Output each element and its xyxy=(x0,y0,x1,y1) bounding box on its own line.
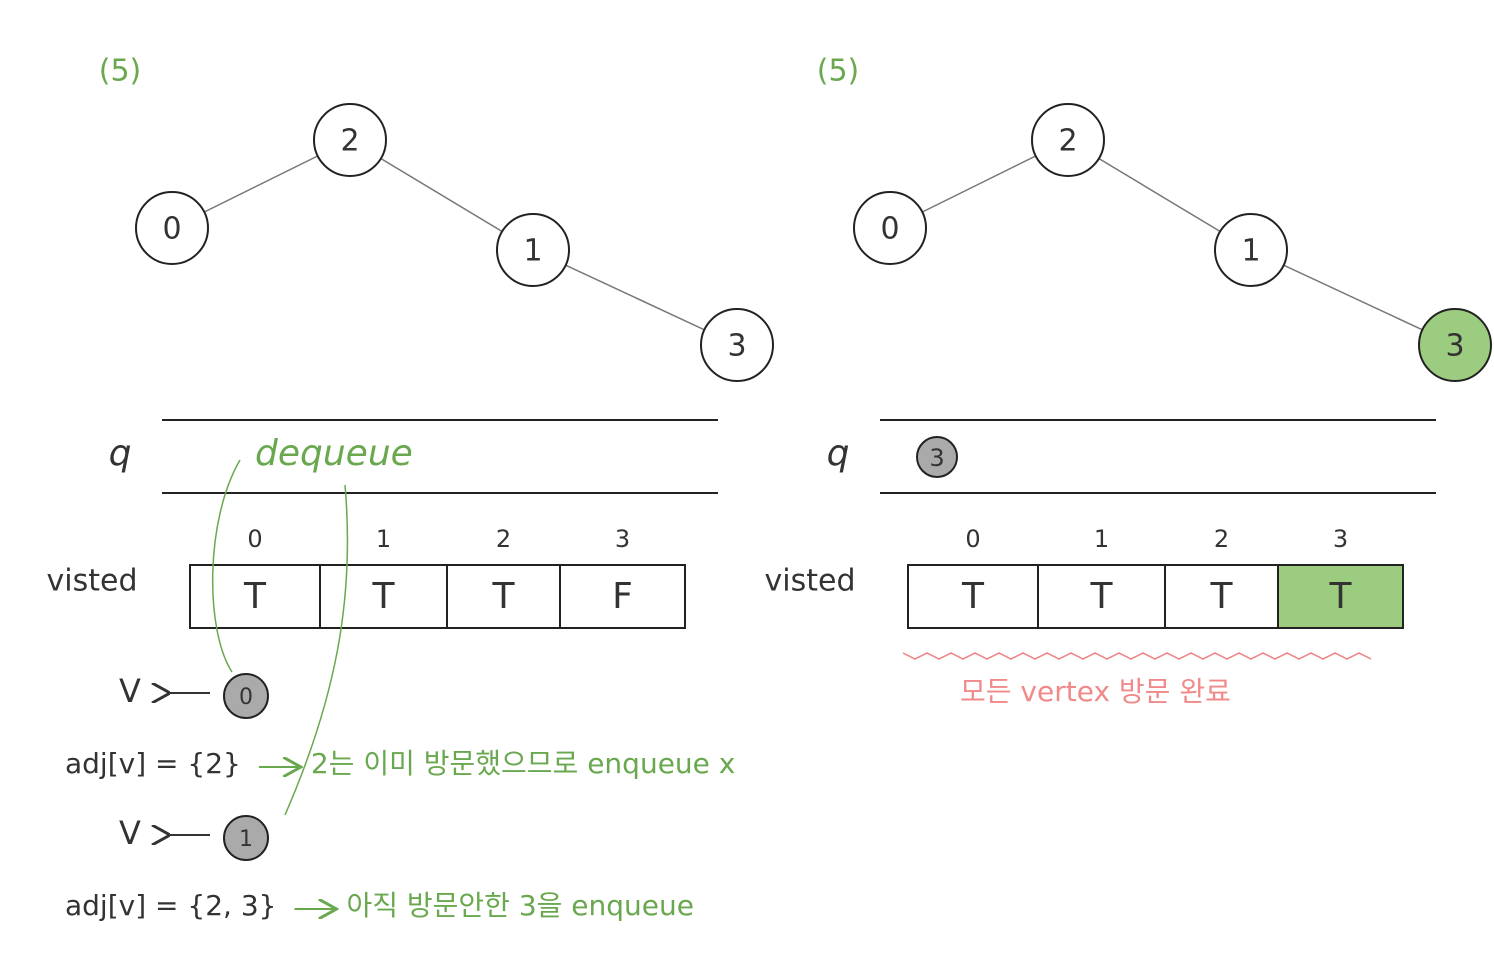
tree-node xyxy=(135,191,209,265)
visited-index: 0 xyxy=(965,525,980,553)
step-label: (5) xyxy=(817,54,860,89)
tree-node xyxy=(1418,308,1492,382)
visited-value: T xyxy=(1090,576,1114,617)
tree-edge xyxy=(532,249,738,346)
visited-value: T xyxy=(961,576,985,617)
queue-label: q xyxy=(827,433,850,474)
visited-cell xyxy=(189,564,321,629)
node-label: 1 xyxy=(523,234,542,269)
current-node xyxy=(223,815,269,861)
visited-value: T xyxy=(372,576,396,617)
visited-cell xyxy=(907,564,1039,629)
visited-cell xyxy=(1037,564,1166,629)
tree-node xyxy=(313,103,387,177)
queue-item-label: 3 xyxy=(929,444,944,472)
node-label: 3 xyxy=(1445,329,1464,364)
current-node xyxy=(223,673,269,719)
visited-index: 1 xyxy=(376,525,391,553)
adj-list: adj[v] = {2} xyxy=(65,747,241,780)
queue-item xyxy=(916,436,958,478)
wavy-underline xyxy=(902,652,1372,660)
adj-list: adj[v] = {2, 3} xyxy=(65,889,276,922)
current-node-label: 1 xyxy=(239,827,253,852)
visited-index: 1 xyxy=(1094,525,1109,553)
node-label: 2 xyxy=(340,124,359,159)
node-label: 0 xyxy=(880,212,899,247)
node-label: 3 xyxy=(727,329,746,364)
visited-value: T xyxy=(1329,576,1353,617)
node-label: 0 xyxy=(162,212,181,247)
step-note: 아직 방문안한 3을 enqueue xyxy=(346,889,694,922)
visited-cell xyxy=(1164,564,1279,629)
visited-label: visted xyxy=(765,564,856,599)
visited-label: visted xyxy=(47,564,138,599)
dequeue-loop xyxy=(211,459,241,673)
visited-index: 0 xyxy=(247,525,262,553)
step-note: 2는 이미 방문했으므로 enqueue x xyxy=(311,747,736,780)
tree-edge xyxy=(1250,249,1456,346)
step-label: (5) xyxy=(99,54,142,89)
visited-index: 3 xyxy=(1333,525,1348,553)
node-label: 1 xyxy=(1241,234,1260,269)
tree-node xyxy=(700,308,774,382)
visited-value: T xyxy=(1210,576,1234,617)
visited-value: F xyxy=(612,576,633,617)
var-label: V xyxy=(119,814,141,852)
visited-cell xyxy=(559,564,686,629)
queue-annotation: dequeue xyxy=(255,433,413,474)
visited-index: 3 xyxy=(615,525,630,553)
tree-node xyxy=(496,213,570,287)
var-label: V xyxy=(119,672,141,710)
dequeue-loop xyxy=(284,484,349,816)
current-node-label: 0 xyxy=(239,685,253,710)
tree-node xyxy=(853,191,927,265)
node-label: 2 xyxy=(1058,124,1077,159)
visited-index: 2 xyxy=(1214,525,1229,553)
visited-cell xyxy=(1277,564,1404,629)
completion-note: 모든 vertex 방문 완료 xyxy=(960,675,1231,708)
visited-value: T xyxy=(492,576,516,617)
tree-node xyxy=(1031,103,1105,177)
visited-value: T xyxy=(243,576,267,617)
visited-cell xyxy=(446,564,561,629)
visited-index: 2 xyxy=(496,525,511,553)
tree-node xyxy=(1214,213,1288,287)
queue-label: q xyxy=(109,433,132,474)
